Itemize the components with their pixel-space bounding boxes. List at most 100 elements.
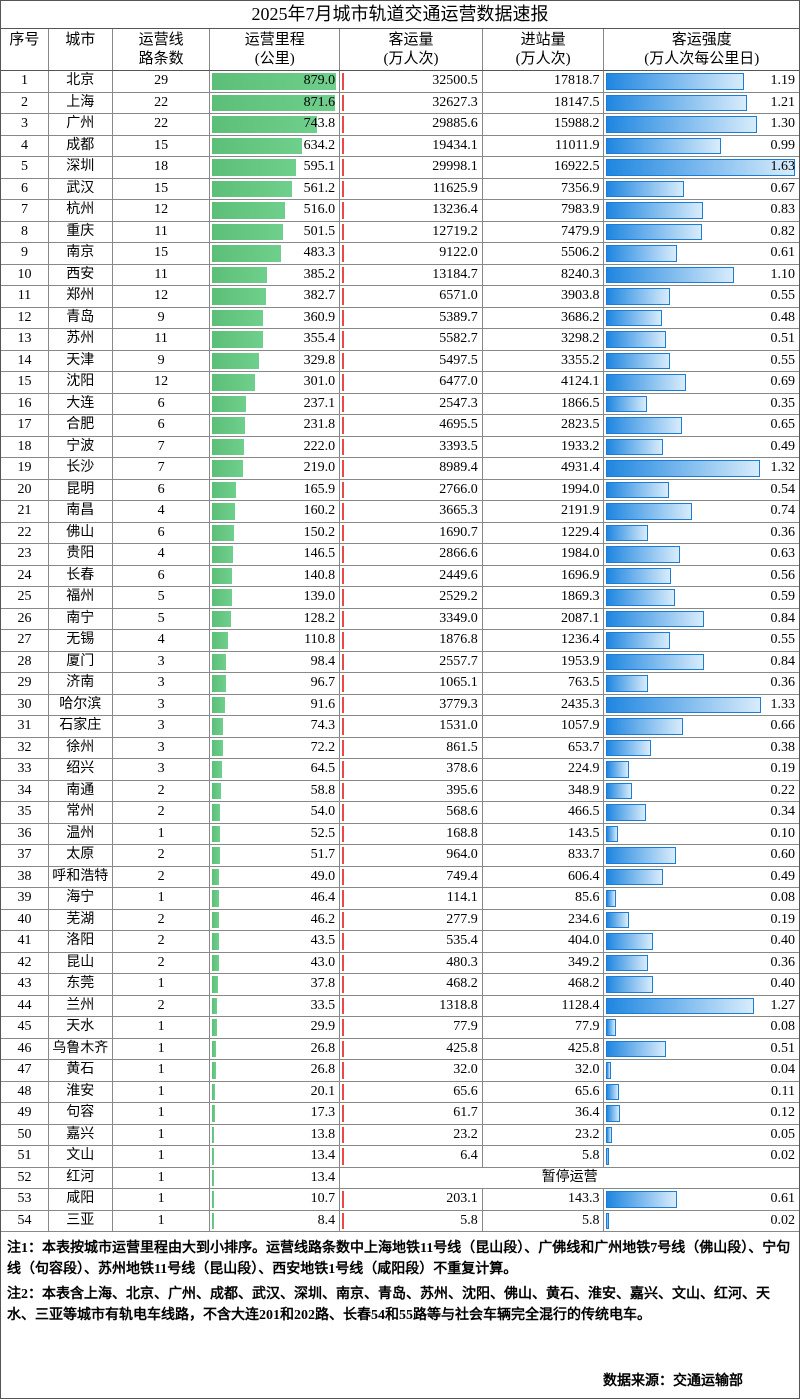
cell-text: 501.5 <box>303 223 336 239</box>
cell: 8 <box>1 221 49 242</box>
cell-text: 14 <box>17 352 32 368</box>
cell: 0.49 <box>604 437 799 458</box>
cell: 349.2 <box>483 952 605 973</box>
cell-text: 嘉兴 <box>66 1126 95 1142</box>
cell: 0.34 <box>604 802 799 823</box>
cell-text: 1876.8 <box>439 632 478 647</box>
cell: 6 <box>113 565 211 586</box>
cell-text: 1.30 <box>770 116 796 131</box>
table-row: 54 三亚 1 8.4 5.8 5.8 0.02 <box>1 1210 799 1232</box>
cell: 4695.5 <box>340 415 483 436</box>
table-row: 53 咸阳 1 10.7 203.1 143.3 0.61 <box>1 1189 799 1211</box>
cell-text: 516.0 <box>303 202 336 217</box>
cell: 2 <box>113 909 211 930</box>
cell-text: 18 <box>17 438 32 454</box>
cell-text: 466.5 <box>567 804 600 819</box>
cell: 洛阳 <box>49 931 113 952</box>
cell: 0.12 <box>604 1103 799 1124</box>
cell: 11011.9 <box>483 135 605 156</box>
cell: 3 <box>113 673 211 694</box>
cell-text: 6.4 <box>460 1148 478 1163</box>
cell-text: 19434.1 <box>432 137 478 153</box>
data-bar <box>606 1062 612 1079</box>
cell: 1.30 <box>604 114 799 135</box>
cell-text: 1 <box>157 1040 165 1056</box>
table-row: 6 武汉 15 561.2 11625.9 7356.9 0.67 <box>1 178 799 200</box>
cell-text: 871.6 <box>303 94 336 110</box>
table-row: 1 北京 29 879.0 32500.5 17818.7 1.19 <box>1 71 799 93</box>
data-bar <box>606 589 675 606</box>
cell-text: 0.49 <box>770 438 796 454</box>
cell: 上海 <box>49 92 113 113</box>
cell: 1690.7 <box>340 522 483 543</box>
cell-text: 43 <box>17 976 32 991</box>
table: 序号 城市 运营线 路条数 运营里程 (公里) 客运量 (万人次) 进站量 (万人次) 客运… <box>1 29 799 1232</box>
data-bar <box>212 417 246 434</box>
cell: 1 <box>1 71 49 92</box>
cell-text: 15988.2 <box>553 116 600 131</box>
data-bar <box>606 288 671 305</box>
table-row: 40 芜湖 2 46.2 277.9 234.6 0.19 <box>1 909 799 931</box>
cell-text: 1696.9 <box>560 567 600 583</box>
data-bar <box>212 266 267 283</box>
cell: 0.11 <box>604 1082 799 1103</box>
cell-text: 1.33 <box>770 696 796 712</box>
cell-text: 济南 <box>66 675 95 690</box>
data-bar <box>342 933 345 950</box>
cell: 535.4 <box>340 931 483 952</box>
cell-text: 35 <box>17 804 32 819</box>
cell: 西安 <box>49 264 113 285</box>
cell-text: 5582.7 <box>439 331 478 346</box>
data-bar <box>606 739 651 756</box>
cell-text: 3 <box>157 653 165 669</box>
cell-text: 47 <box>17 1062 32 1077</box>
cell-text: 43.0 <box>310 954 336 970</box>
cell: 74.3 <box>210 716 341 737</box>
cell: 徐州 <box>49 737 113 758</box>
data-bar <box>342 718 345 735</box>
cell-text: 18147.5 <box>553 94 600 110</box>
data-bar <box>342 309 345 326</box>
cell-text: 65.6 <box>574 1083 600 1099</box>
cell-text: 46.2 <box>310 911 336 927</box>
cell-text: 1057.9 <box>560 718 600 733</box>
cell-text: 58.8 <box>310 782 336 798</box>
cell-text: 0.83 <box>770 202 796 217</box>
cell: 1984.0 <box>483 544 605 565</box>
cell-text: 8240.3 <box>560 266 600 282</box>
data-bar <box>342 911 345 928</box>
table-row: 36 温州 1 52.5 168.8 143.5 0.10 <box>1 823 799 845</box>
data-bar <box>606 761 629 778</box>
cell-text: 395.6 <box>446 782 478 798</box>
cell-text: 2529.2 <box>439 589 478 604</box>
cell-text: 10.7 <box>310 1191 336 1206</box>
data-bar <box>212 825 220 842</box>
data-bar <box>212 976 218 993</box>
cell: 10 <box>1 264 49 285</box>
cell-text: 11 <box>154 331 168 346</box>
cell: 0.49 <box>604 867 799 888</box>
cell: 3686.2 <box>483 307 605 328</box>
cell-text: 1 <box>157 1148 165 1163</box>
cell: 1 <box>113 1189 211 1210</box>
data-bar <box>606 718 683 735</box>
data-bar <box>342 94 345 111</box>
data-bar <box>606 1126 613 1143</box>
data-bar <box>606 632 671 649</box>
cell: 18 <box>113 157 211 178</box>
cell-text: 3 <box>157 675 165 690</box>
header-cell: 城市 <box>49 29 113 70</box>
cell: 3 <box>113 716 211 737</box>
cell: 北京 <box>49 71 113 92</box>
cell: 石家庄 <box>49 716 113 737</box>
cell: 4 <box>113 501 211 522</box>
cell: 26 <box>1 608 49 629</box>
cell-text: 1 <box>157 890 165 905</box>
cell: 黄石 <box>49 1060 113 1081</box>
cell-text: 24 <box>17 567 32 583</box>
cell-text: 98.4 <box>310 653 336 669</box>
data-bar <box>212 180 292 197</box>
cell: 871.6 <box>210 92 341 113</box>
cell: 385.2 <box>210 264 341 285</box>
